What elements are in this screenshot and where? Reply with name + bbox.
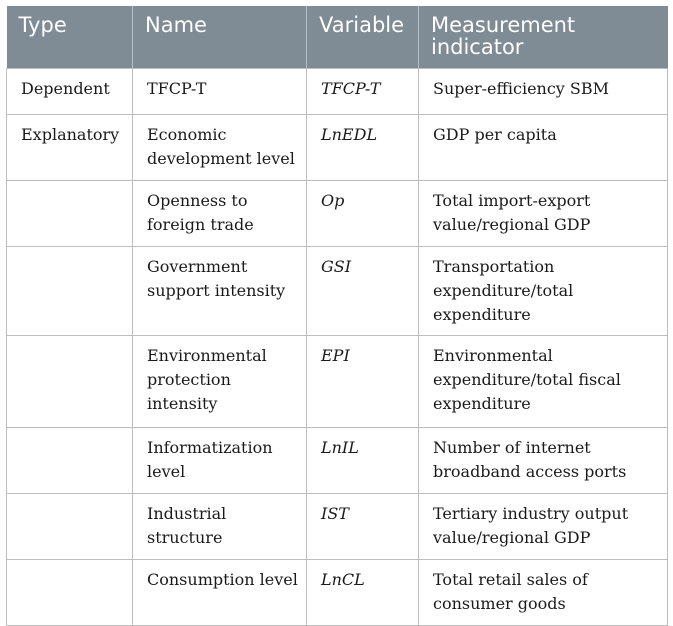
variables-table: Type Name Variable Measurement indicator… <box>6 6 668 626</box>
cell-name: Consumption level <box>132 559 307 626</box>
cell-name: Government support intensity <box>132 246 307 336</box>
cell-variable: LnIL <box>306 427 419 494</box>
table-row: Dependent TFCP-T TFCP-T Super-efficiency… <box>6 68 668 115</box>
cell-variable: LnEDL <box>306 114 419 181</box>
cell-type <box>6 559 133 626</box>
cell-variable: Op <box>306 180 419 247</box>
table-header: Type Name Variable Measurement indicator <box>6 6 668 69</box>
table-row: Openness to foreign trade Op Total impor… <box>6 180 668 247</box>
header-row: Type Name Variable Measurement indicator <box>6 6 668 69</box>
cell-type <box>6 180 133 247</box>
cell-indicator: Transportation expenditure/total expendi… <box>418 246 668 336</box>
cell-type: Explanatory <box>6 114 133 181</box>
cell-variable: TFCP-T <box>306 68 419 115</box>
table-row: Explanatory Economic development level L… <box>6 114 668 181</box>
table-row: Informatization level LnIL Number of int… <box>6 427 668 494</box>
header-type: Type <box>6 6 133 69</box>
table-row: Environmental protection intensity EPI E… <box>6 335 668 428</box>
table-row: Industrial structure IST Tertiary indust… <box>6 493 668 560</box>
cell-type <box>6 427 133 494</box>
cell-indicator: GDP per capita <box>418 114 668 181</box>
cell-indicator: Total retail sales of consumer goods <box>418 559 668 626</box>
cell-variable: GSI <box>306 246 419 336</box>
table-row: Government support intensity GSI Transpo… <box>6 246 668 336</box>
cell-type: Dependent <box>6 68 133 115</box>
header-name: Name <box>132 6 307 69</box>
cell-name: Industrial structure <box>132 493 307 560</box>
cell-indicator: Total import-export value/regional GDP <box>418 180 668 247</box>
cell-indicator: Environmental expenditure/total fiscal e… <box>418 335 668 428</box>
cell-name: Informatization level <box>132 427 307 494</box>
cell-variable: EPI <box>306 335 419 428</box>
cell-variable: IST <box>306 493 419 560</box>
cell-type <box>6 335 133 428</box>
table-row: Consumption level LnCL Total retail sale… <box>6 559 668 626</box>
cell-name: Openness to foreign trade <box>132 180 307 247</box>
table-body: Dependent TFCP-T TFCP-T Super-efficiency… <box>6 68 668 626</box>
header-variable: Variable <box>306 6 419 69</box>
cell-name: TFCP-T <box>132 68 307 115</box>
cell-indicator: Super-efficiency SBM <box>418 68 668 115</box>
cell-name: Environmental protection intensity <box>132 335 307 428</box>
cell-type <box>6 493 133 560</box>
cell-variable: LnCL <box>306 559 419 626</box>
cell-indicator: Tertiary industry output value/regional … <box>418 493 668 560</box>
header-measurement-indicator: Measurement indicator <box>418 6 668 69</box>
cell-indicator: Number of internet broadband access port… <box>418 427 668 494</box>
cell-type <box>6 246 133 336</box>
cell-name: Economic development level <box>132 114 307 181</box>
